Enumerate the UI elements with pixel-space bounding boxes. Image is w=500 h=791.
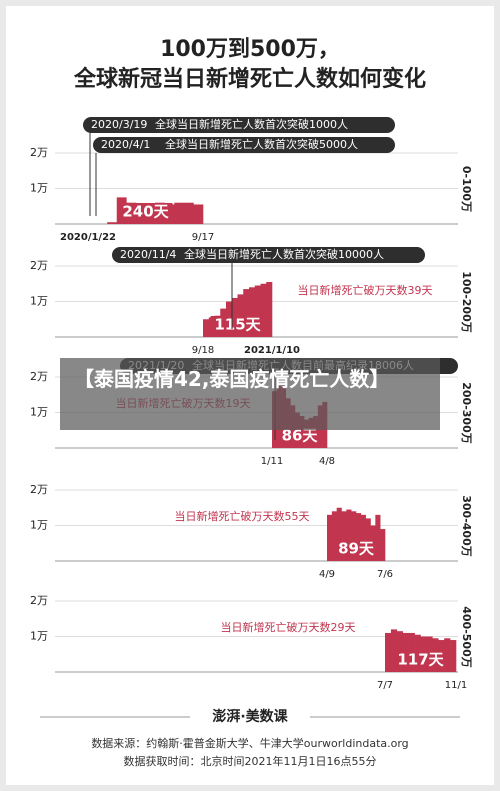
bar (193, 204, 204, 224)
bar (336, 507, 342, 561)
logo: 澎湃·美数课 (212, 708, 288, 725)
x-tick-label: 2020/1/22 (60, 232, 116, 243)
source: 数据来源：约翰斯·霍普金斯大学、牛津大学ourworldindata.org (91, 736, 408, 750)
days-label: 86天 (282, 427, 319, 445)
callout-box (83, 117, 395, 133)
title-line: 100万到500万， (160, 37, 340, 62)
bar (183, 202, 194, 224)
days-label: 240天 (122, 203, 169, 221)
x-tick-label: 1/11 (261, 456, 283, 467)
y-tick-label: 1万 (30, 406, 48, 419)
x-tick-label: 4/9 (319, 569, 335, 580)
days-label: 117天 (397, 651, 444, 669)
bar (249, 287, 256, 337)
callout-text: 全球当日新增死亡人数首次突破5000人 (165, 137, 358, 151)
fetch-time: 数据获取时间：北京时间2021年11月1日16点55分 (124, 754, 377, 768)
callout-text: 全球当日新增死亡人数首次突破1000人 (155, 117, 348, 131)
bar (107, 222, 118, 224)
x-tick-label: 2021/1/10 (244, 345, 300, 356)
callout-text: 全球当日新增死亡人数首次突破10000人 (184, 247, 384, 261)
bar (254, 285, 261, 337)
bar (450, 640, 457, 672)
callout-date: 2020/11/4 (120, 248, 176, 261)
bar (351, 511, 357, 561)
bar (360, 514, 366, 561)
y-tick-label: 1万 (30, 182, 48, 195)
title-line: 全球新冠当日新增死亡人数如何变化 (73, 66, 426, 92)
days-label-bg (272, 427, 327, 445)
x-tick-label: 9/17 (192, 232, 214, 243)
bar (266, 281, 273, 337)
bar (346, 509, 352, 561)
range-label: 300-400万 (460, 495, 473, 557)
callout-box (93, 137, 395, 153)
y-tick-label: 2万 (30, 259, 48, 272)
bar (385, 632, 392, 672)
x-tick-label: 9/18 (192, 345, 214, 356)
callout-date: 2020/4/1 (101, 138, 150, 151)
x-tick-label: 4/8 (319, 456, 335, 467)
days-label-bg (118, 203, 173, 221)
bar (331, 511, 337, 561)
x-tick-label: 11/1 (445, 680, 467, 691)
range-label: 0-100万 (460, 166, 473, 212)
bar (237, 294, 244, 337)
y-tick-label: 1万 (30, 630, 48, 643)
range-label: 100-200万 (460, 271, 473, 333)
overlay-title: 【泰国疫情42,泰国疫情死亡人数】 (60, 358, 440, 430)
bar (203, 319, 210, 337)
y-tick-label: 2万 (30, 594, 48, 607)
x-tick-label: 7/6 (377, 569, 393, 580)
note: 当日新增死亡破万天数29天 (221, 620, 356, 634)
y-tick-label: 2万 (30, 370, 48, 383)
bar (390, 629, 398, 672)
days-label: 115天 (214, 316, 261, 334)
y-tick-label: 2万 (30, 146, 48, 159)
x-tick-label: 7/7 (377, 680, 393, 691)
bar (341, 511, 347, 561)
range-label: 200-300万 (460, 382, 473, 444)
y-tick-label: 1万 (30, 519, 48, 532)
bar (243, 289, 250, 337)
days-label-bg (210, 316, 265, 334)
bar (327, 514, 333, 561)
bar (356, 513, 362, 561)
days-label-bg (329, 540, 383, 558)
bar (260, 283, 267, 337)
y-tick-label: 1万 (30, 295, 48, 308)
note: 当日新增死亡破万天数55天 (175, 509, 310, 523)
note: 当日新增死亡破万天数39天 (298, 283, 433, 297)
bar (365, 518, 371, 561)
bar (375, 514, 381, 561)
callout-date: 2020/3/19 (91, 118, 147, 131)
callout-box (112, 247, 425, 263)
days-label: 89天 (338, 540, 375, 558)
days-label-bg (393, 651, 448, 669)
y-tick-label: 2万 (30, 483, 48, 496)
range-label: 400-500万 (460, 606, 473, 668)
bar (174, 202, 185, 224)
